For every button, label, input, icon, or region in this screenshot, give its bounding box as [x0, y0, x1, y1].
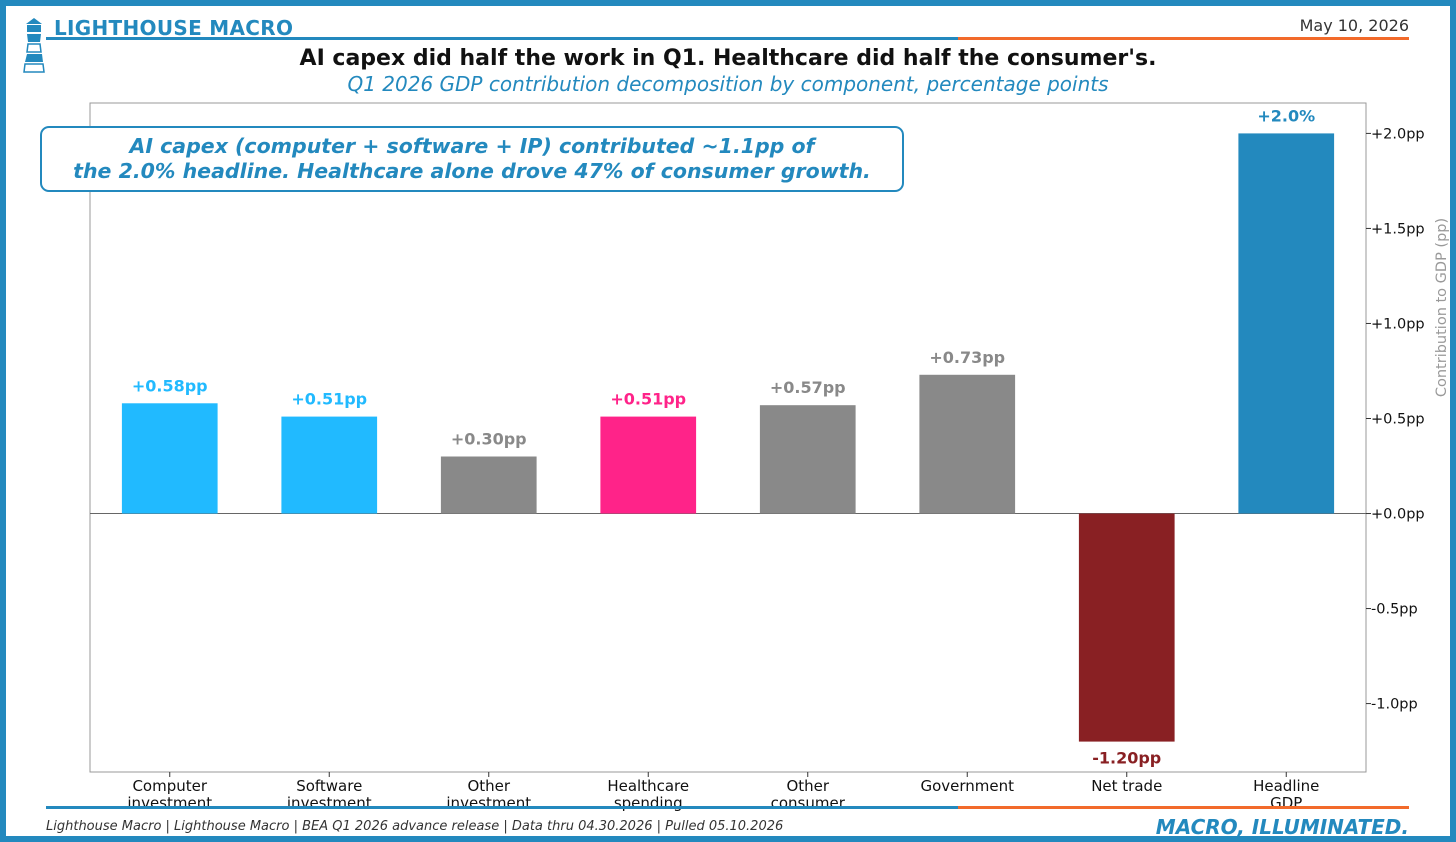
tagline: MACRO, ILLUMINATED. [1155, 815, 1409, 839]
data-label: +0.30pp [451, 430, 527, 449]
x-tick-label: spending [614, 794, 683, 812]
data-label: -1.20pp [1092, 749, 1161, 768]
callout-line-2: the 2.0% headline. Healthcare alone drov… [73, 159, 871, 183]
report-date: May 10, 2026 [1299, 16, 1409, 35]
x-tick-label: Other [786, 777, 829, 795]
x-tick-label: Headline [1253, 777, 1319, 795]
header-rule-blue [46, 37, 958, 40]
x-tick-label: investment [127, 794, 212, 812]
data-label: +0.51pp [610, 390, 686, 409]
bar [1078, 513, 1175, 742]
source-note: Lighthouse Macro | Lighthouse Macro | BE… [46, 819, 784, 834]
bar [600, 416, 697, 514]
footer-rule-orange [958, 806, 1409, 809]
brand-name: LIGHTHOUSE MACRO [54, 16, 294, 40]
data-label: +0.58pp [132, 376, 208, 395]
y-tick-label: +1.5pp [1371, 221, 1425, 237]
x-tick-label: Software [296, 777, 362, 795]
data-label: +0.73pp [929, 348, 1005, 367]
x-tick-label: investment [446, 794, 531, 812]
x-tick-label: consumer [771, 794, 846, 812]
x-tick-label: Other [467, 777, 510, 795]
chart-subtitle: Q1 2026 GDP contribution decomposition b… [347, 72, 1109, 96]
bar [1238, 133, 1335, 514]
callout-line-1: AI capex (computer + software + IP) cont… [129, 134, 815, 158]
bar [281, 416, 378, 514]
y-axis-title: Contribution to GDP (pp) [1434, 218, 1450, 397]
data-label: +0.57pp [770, 378, 846, 397]
plot-area-frame [89, 102, 1367, 773]
y-tick-label: +2.0pp [1371, 126, 1425, 142]
lighthouse-icon [23, 18, 45, 73]
x-tick-label: GDP [1270, 794, 1302, 812]
callout-box: AI capex (computer + software + IP) cont… [40, 126, 904, 192]
data-label: +0.51pp [291, 390, 367, 409]
x-tick-label: Healthcare [607, 777, 689, 795]
y-tick-label: +0.5pp [1371, 411, 1425, 427]
bar [759, 405, 856, 514]
chart-title: AI capex did half the work in Q1. Health… [299, 46, 1157, 71]
x-tick-label: investment [287, 794, 372, 812]
data-label: +2.0% [1257, 106, 1315, 125]
x-tick-label: Government [920, 777, 1014, 795]
y-tick-label: -1.0pp [1371, 697, 1418, 713]
bar [919, 374, 1016, 514]
x-tick-label: Computer [132, 777, 207, 795]
header-rule-orange [958, 37, 1409, 40]
bar [440, 456, 537, 514]
y-tick-label: -0.5pp [1371, 602, 1418, 618]
y-tick-label: +1.0pp [1371, 316, 1425, 332]
x-tick-label: Net trade [1091, 777, 1162, 795]
y-tick-label: +0.0pp [1371, 507, 1425, 523]
footer-rule-blue [46, 806, 958, 809]
bar [121, 403, 218, 514]
